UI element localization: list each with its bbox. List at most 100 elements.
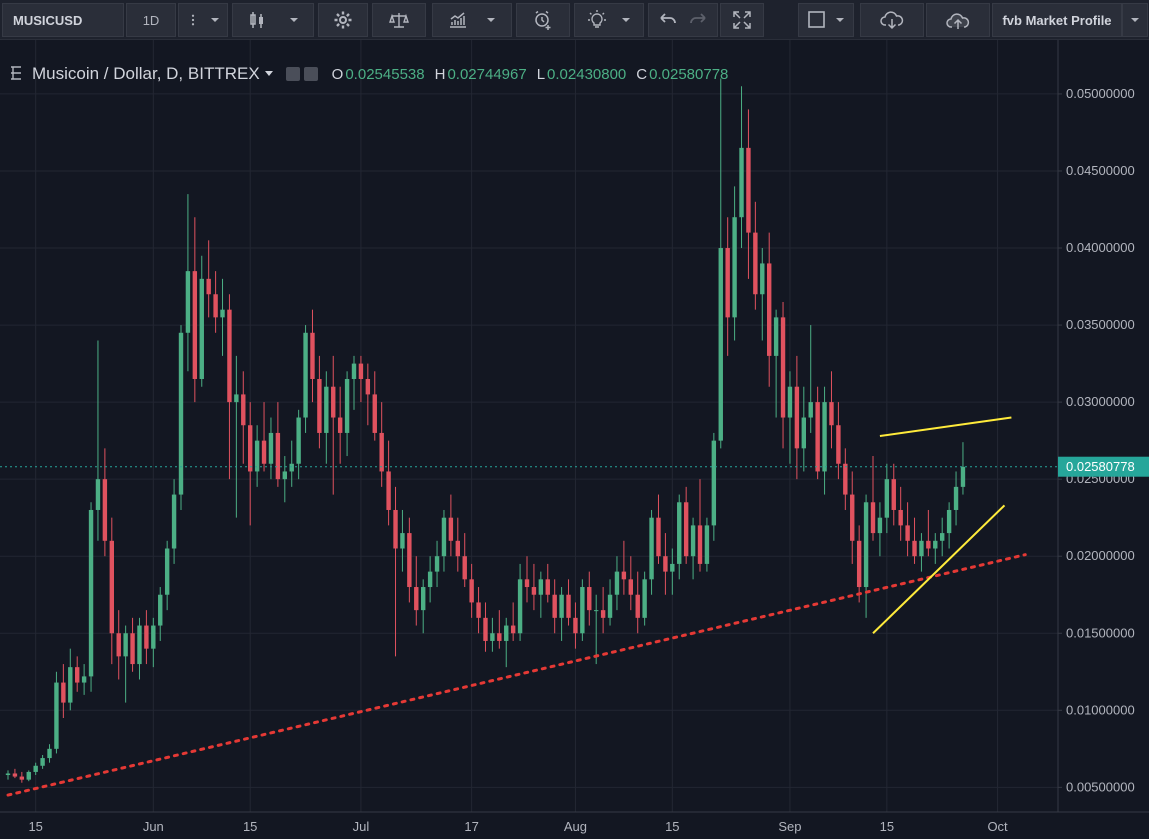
candle	[178, 325, 184, 510]
candle-body	[531, 587, 537, 595]
candle	[365, 363, 371, 426]
candle	[510, 602, 516, 641]
candle	[379, 402, 384, 487]
candle-body	[628, 579, 633, 595]
price-chart[interactable]: 0.00500000 0.01000000 0.01500000 0.02000000…	[0, 40, 1149, 839]
wedge-trendline	[879, 416, 1012, 438]
series-title[interactable]: Musicoin / Dollar, D, BITTREX	[32, 64, 260, 83]
candle	[656, 494, 661, 564]
alert-button[interactable]	[516, 3, 570, 37]
candle-body	[566, 594, 571, 618]
time-tick-label: 15	[665, 819, 679, 834]
candle	[829, 371, 834, 449]
candle-body	[400, 533, 405, 549]
candle	[649, 509, 654, 595]
candle-body	[704, 525, 710, 564]
layout-button[interactable]	[798, 3, 854, 37]
candle-body	[815, 402, 820, 472]
candle	[26, 770, 31, 782]
compare-button[interactable]	[372, 3, 426, 37]
price-axis[interactable]: 0.00500000 0.01000000 0.01500000 0.02000000…	[1058, 86, 1135, 794]
low-key: L	[536, 65, 546, 83]
fullscreen-icon	[733, 11, 751, 29]
candle-body	[670, 563, 675, 572]
settings-small-icon[interactable]	[303, 67, 318, 81]
indicators-button[interactable]	[432, 3, 512, 37]
chevron-down-icon	[211, 18, 219, 22]
caret-down-icon[interactable]	[264, 70, 274, 78]
fullscreen-button[interactable]	[720, 3, 764, 37]
candle	[794, 355, 800, 480]
candle-body	[88, 509, 94, 677]
load-layout-button[interactable]	[860, 3, 924, 37]
candle-body	[801, 417, 806, 449]
more-vertical-icon	[191, 14, 195, 26]
candle-body	[358, 363, 364, 380]
symbol-search-button[interactable]: MUSICUSD	[2, 3, 124, 37]
legend-collapse-icon[interactable]	[10, 66, 22, 80]
candle	[434, 540, 440, 588]
candle-body	[476, 602, 481, 618]
candle	[607, 579, 613, 626]
candle	[538, 571, 544, 618]
trendlines-layer[interactable]	[6, 416, 1027, 797]
chart-style-button[interactable]	[232, 3, 314, 37]
candle-body	[137, 625, 142, 665]
candle-body	[372, 394, 377, 433]
redo-icon[interactable]	[688, 10, 708, 30]
candle-body	[448, 517, 454, 541]
candle	[663, 533, 668, 595]
profile-menu-button[interactable]	[1122, 3, 1148, 37]
candle	[441, 509, 447, 572]
gear-icon	[334, 11, 352, 29]
time-axis[interactable]: 15 Jun 15 Jul 17 Aug 15 Sep 15 Oct	[28, 819, 1008, 834]
candle-body	[697, 525, 703, 564]
candle-body	[843, 463, 848, 495]
candle-body	[552, 594, 557, 618]
candle-body	[261, 440, 267, 464]
candle-body	[933, 540, 938, 549]
candle-body	[856, 540, 862, 588]
candle	[275, 402, 281, 487]
candle-body	[877, 517, 883, 534]
candle	[614, 556, 620, 611]
candle-body	[5, 773, 11, 776]
interval-button[interactable]: 1D	[126, 3, 176, 37]
settings-button[interactable]	[318, 3, 368, 37]
chevron-down-icon	[622, 18, 630, 22]
candle-body	[254, 440, 260, 472]
chevron-down-icon	[487, 18, 495, 22]
candle-body	[213, 294, 218, 318]
candle-body	[469, 579, 474, 603]
candle-body	[732, 217, 737, 318]
candle-body	[656, 517, 661, 557]
candle-body	[946, 509, 952, 534]
candle-body	[614, 571, 620, 595]
candle	[884, 463, 890, 534]
candle	[815, 386, 820, 480]
eye-icon[interactable]	[285, 67, 300, 81]
candle-body	[524, 579, 530, 588]
candle-body	[206, 278, 211, 295]
candle-body	[317, 379, 322, 433]
candle-body	[241, 394, 246, 426]
candle	[801, 386, 806, 472]
save-layout-button[interactable]	[926, 3, 990, 37]
interval-menu-button[interactable]	[178, 3, 228, 37]
candle-body	[746, 147, 751, 233]
candle-body	[635, 594, 640, 618]
candle-body	[898, 509, 903, 526]
candle-body	[275, 432, 281, 480]
candle-body	[331, 386, 336, 418]
close-value: 0.02580778	[649, 65, 729, 83]
candle	[241, 371, 246, 464]
candle	[296, 409, 301, 480]
profile-name-button[interactable]: fvb Market Profile	[992, 3, 1122, 37]
candle-body	[414, 587, 419, 611]
candle	[33, 762, 38, 776]
candle-body	[587, 587, 592, 611]
ideas-button[interactable]	[574, 3, 644, 37]
candle-body	[725, 248, 730, 318]
undo-icon[interactable]	[658, 10, 678, 30]
last-price-tag: 0.02580778	[1058, 456, 1149, 477]
